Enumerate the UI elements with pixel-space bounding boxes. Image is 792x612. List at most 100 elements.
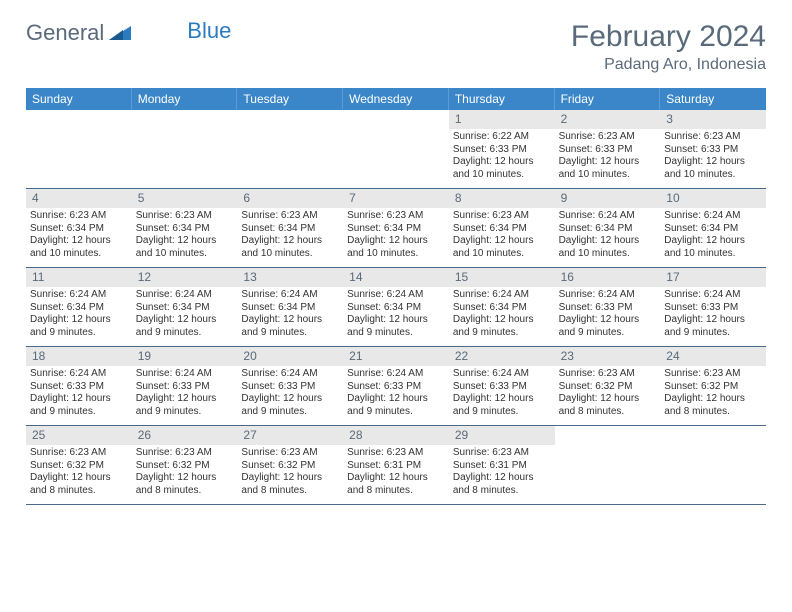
daylight-text: Daylight: 12 hours and 8 minutes. bbox=[347, 472, 445, 497]
sunrise-text: Sunrise: 6:23 AM bbox=[30, 210, 128, 223]
day-number: 3 bbox=[660, 110, 766, 129]
daylight-text: Daylight: 12 hours and 10 minutes. bbox=[136, 235, 234, 260]
day-number: 9 bbox=[555, 189, 661, 208]
day-info: Sunrise: 6:23 AMSunset: 6:33 PMDaylight:… bbox=[660, 129, 766, 185]
header: General Blue February 2024 Padang Aro, I… bbox=[26, 20, 766, 74]
sunrise-text: Sunrise: 6:24 AM bbox=[347, 289, 445, 302]
sunset-text: Sunset: 6:33 PM bbox=[30, 381, 128, 394]
day-cell: 4Sunrise: 6:23 AMSunset: 6:34 PMDaylight… bbox=[26, 189, 132, 267]
dow-saturday: Saturday bbox=[660, 88, 766, 110]
day-info: Sunrise: 6:24 AMSunset: 6:33 PMDaylight:… bbox=[132, 366, 238, 422]
day-number: 26 bbox=[132, 426, 238, 445]
sunset-text: Sunset: 6:34 PM bbox=[30, 302, 128, 315]
day-number: 27 bbox=[237, 426, 343, 445]
day-info: Sunrise: 6:24 AMSunset: 6:33 PMDaylight:… bbox=[660, 287, 766, 343]
sunrise-text: Sunrise: 6:24 AM bbox=[664, 210, 762, 223]
day-number bbox=[555, 426, 661, 430]
day-number bbox=[26, 110, 132, 114]
sunrise-text: Sunrise: 6:22 AM bbox=[453, 131, 551, 144]
day-number: 6 bbox=[237, 189, 343, 208]
sunset-text: Sunset: 6:34 PM bbox=[136, 302, 234, 315]
day-cell bbox=[555, 426, 661, 504]
day-info: Sunrise: 6:23 AMSunset: 6:32 PMDaylight:… bbox=[26, 445, 132, 501]
sunrise-text: Sunrise: 6:24 AM bbox=[453, 368, 551, 381]
daylight-text: Daylight: 12 hours and 9 minutes. bbox=[30, 314, 128, 339]
day-info: Sunrise: 6:23 AMSunset: 6:32 PMDaylight:… bbox=[660, 366, 766, 422]
day-cell: 27Sunrise: 6:23 AMSunset: 6:32 PMDayligh… bbox=[237, 426, 343, 504]
sunrise-text: Sunrise: 6:23 AM bbox=[664, 131, 762, 144]
sunset-text: Sunset: 6:34 PM bbox=[664, 223, 762, 236]
sunrise-text: Sunrise: 6:24 AM bbox=[559, 210, 657, 223]
sunrise-text: Sunrise: 6:23 AM bbox=[241, 210, 339, 223]
day-number: 17 bbox=[660, 268, 766, 287]
day-number: 22 bbox=[449, 347, 555, 366]
day-cell: 18Sunrise: 6:24 AMSunset: 6:33 PMDayligh… bbox=[26, 347, 132, 425]
sunset-text: Sunset: 6:34 PM bbox=[347, 302, 445, 315]
day-cell: 13Sunrise: 6:24 AMSunset: 6:34 PMDayligh… bbox=[237, 268, 343, 346]
day-cell: 11Sunrise: 6:24 AMSunset: 6:34 PMDayligh… bbox=[26, 268, 132, 346]
day-number: 13 bbox=[237, 268, 343, 287]
day-cell: 3Sunrise: 6:23 AMSunset: 6:33 PMDaylight… bbox=[660, 110, 766, 188]
sunset-text: Sunset: 6:33 PM bbox=[559, 144, 657, 157]
day-number bbox=[132, 110, 238, 114]
daylight-text: Daylight: 12 hours and 9 minutes. bbox=[453, 314, 551, 339]
logo-text-general: General bbox=[26, 20, 104, 46]
sunset-text: Sunset: 6:34 PM bbox=[136, 223, 234, 236]
sunset-text: Sunset: 6:31 PM bbox=[453, 460, 551, 473]
day-cell: 9 Sunrise: 6:24 AMSunset: 6:34 PMDaylight… bbox=[555, 189, 661, 267]
daylight-text: Daylight: 12 hours and 9 minutes. bbox=[136, 314, 234, 339]
sunset-text: Sunset: 6:34 PM bbox=[347, 223, 445, 236]
week-row: 11Sunrise: 6:24 AMSunset: 6:34 PMDayligh… bbox=[26, 268, 766, 347]
day-number: 28 bbox=[343, 426, 449, 445]
sunrise-text: Sunrise: 6:23 AM bbox=[136, 210, 234, 223]
daylight-text: Daylight: 12 hours and 9 minutes. bbox=[664, 314, 762, 339]
sunrise-text: Sunrise: 6:24 AM bbox=[136, 289, 234, 302]
sunset-text: Sunset: 6:33 PM bbox=[347, 381, 445, 394]
day-cell: 2Sunrise: 6:23 AMSunset: 6:33 PMDaylight… bbox=[555, 110, 661, 188]
day-info: Sunrise: 6:23 AMSunset: 6:33 PMDaylight:… bbox=[555, 129, 661, 185]
daylight-text: Daylight: 12 hours and 9 minutes. bbox=[453, 393, 551, 418]
day-number: 8 bbox=[449, 189, 555, 208]
logo: General Blue bbox=[26, 20, 231, 46]
sunset-text: Sunset: 6:32 PM bbox=[559, 381, 657, 394]
daylight-text: Daylight: 12 hours and 9 minutes. bbox=[30, 393, 128, 418]
day-cell: 12Sunrise: 6:24 AMSunset: 6:34 PMDayligh… bbox=[132, 268, 238, 346]
day-number: 2 bbox=[555, 110, 661, 129]
day-cell: 7Sunrise: 6:23 AMSunset: 6:34 PMDaylight… bbox=[343, 189, 449, 267]
day-number: 29 bbox=[449, 426, 555, 445]
day-cell: 29Sunrise: 6:23 AMSunset: 6:31 PMDayligh… bbox=[449, 426, 555, 504]
daylight-text: Daylight: 12 hours and 10 minutes. bbox=[559, 235, 657, 260]
calendar: Sunday Monday Tuesday Wednesday Thursday… bbox=[26, 88, 766, 505]
title-block: February 2024 Padang Aro, Indonesia bbox=[571, 20, 766, 74]
month-title: February 2024 bbox=[571, 20, 766, 54]
sunset-text: Sunset: 6:33 PM bbox=[664, 144, 762, 157]
day-number bbox=[660, 426, 766, 430]
day-info: Sunrise: 6:24 AMSunset: 6:33 PMDaylight:… bbox=[26, 366, 132, 422]
sunset-text: Sunset: 6:33 PM bbox=[664, 302, 762, 315]
sunrise-text: Sunrise: 6:24 AM bbox=[241, 289, 339, 302]
day-info: Sunrise: 6:24 AMSunset: 6:34 PMDaylight:… bbox=[26, 287, 132, 343]
sunset-text: Sunset: 6:33 PM bbox=[453, 144, 551, 157]
sunrise-text: Sunrise: 6:23 AM bbox=[347, 210, 445, 223]
daylight-text: Daylight: 12 hours and 10 minutes. bbox=[453, 156, 551, 181]
day-cell: 1 Sunrise: 6:22 AMSunset: 6:33 PMDaylight… bbox=[449, 110, 555, 188]
day-info: Sunrise: 6:24 AMSunset: 6:34 PMDaylight:… bbox=[343, 287, 449, 343]
daylight-text: Daylight: 12 hours and 9 minutes. bbox=[241, 393, 339, 418]
day-info: Sunrise: 6:23 AMSunset: 6:34 PMDaylight:… bbox=[449, 208, 555, 264]
day-cell: 21Sunrise: 6:24 AMSunset: 6:33 PMDayligh… bbox=[343, 347, 449, 425]
sunset-text: Sunset: 6:34 PM bbox=[559, 223, 657, 236]
day-cell bbox=[343, 110, 449, 188]
day-cell bbox=[132, 110, 238, 188]
daylight-text: Daylight: 12 hours and 10 minutes. bbox=[664, 156, 762, 181]
day-number: 5 bbox=[132, 189, 238, 208]
logo-shape-icon bbox=[109, 20, 131, 46]
day-cell: 23Sunrise: 6:23 AMSunset: 6:32 PMDayligh… bbox=[555, 347, 661, 425]
week-row: 4Sunrise: 6:23 AMSunset: 6:34 PMDaylight… bbox=[26, 189, 766, 268]
daylight-text: Daylight: 12 hours and 8 minutes. bbox=[241, 472, 339, 497]
day-info: Sunrise: 6:24 AMSunset: 6:34 PMDaylight:… bbox=[660, 208, 766, 264]
day-number: 1 bbox=[449, 110, 555, 129]
day-cell: 16Sunrise: 6:24 AMSunset: 6:33 PMDayligh… bbox=[555, 268, 661, 346]
day-number bbox=[343, 110, 449, 114]
day-info: Sunrise: 6:23 AMSunset: 6:34 PMDaylight:… bbox=[132, 208, 238, 264]
day-info: Sunrise: 6:24 AMSunset: 6:33 PMDaylight:… bbox=[449, 366, 555, 422]
